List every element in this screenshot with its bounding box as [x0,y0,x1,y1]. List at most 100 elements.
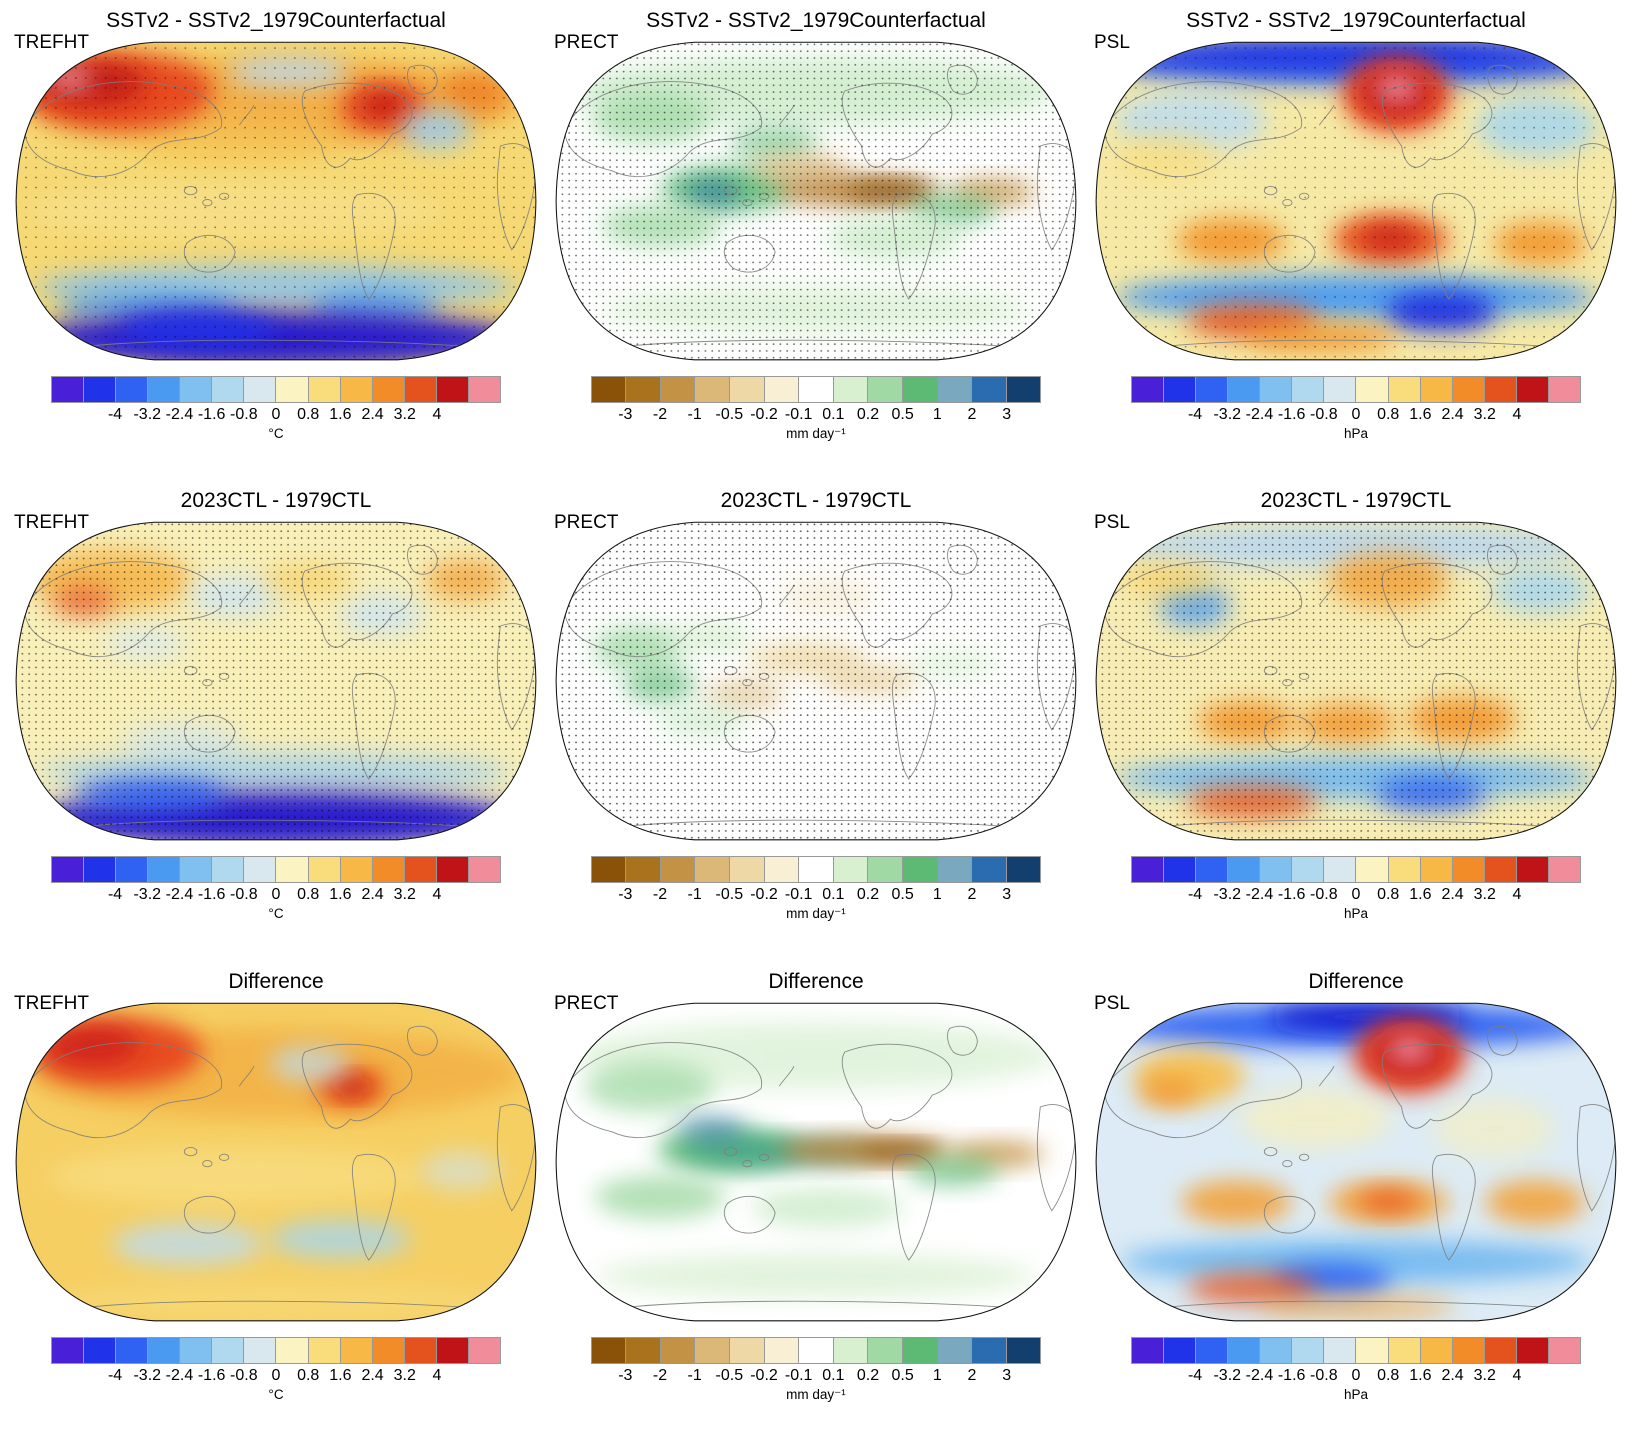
colorbar-segment [275,856,309,884]
colorbar-boxes [50,376,502,404]
colorbar-boxes [590,376,1042,404]
colorbar-ticks: -4 -3.2 -2.4 -1.6 -0.8 0 0.8 1.6 2.4 3.2 4 [1131,403,1582,425]
colorbar-segment [1483,376,1517,404]
colorbar-unit: °C [268,906,284,922]
colorbar-segment [1005,1336,1042,1364]
colorbar-tick-label: 2 [967,1366,977,1384]
colorbar-segment [1291,856,1325,884]
colorbar-tick-label: -4 [107,406,123,424]
colorbar-segment [729,856,765,884]
colorbar-tick-label: 0 [271,406,281,424]
variable-label: TREFHT [14,512,89,534]
colorbar-segment [1387,1336,1421,1364]
variable-label: PRECT [554,512,619,534]
colorbar-segment [82,856,116,884]
colorbar-segment [659,1336,696,1364]
colorbar-segment [867,1336,904,1364]
colorbar-tick-label: -4 [107,886,123,904]
colorbar-tick-label: 3.2 [393,886,416,904]
colorbar-pressure: -4 -3.2 -2.4 -1.6 -0.8 0 0.8 1.6 2.4 3.2 4 hPa [1130,856,1582,921]
colorbar-tick-label: -0.1 [784,406,813,424]
panel-title: Difference [768,969,864,993]
map-wrap: PRECT [554,32,1078,366]
panel-r2c2: 2023CTL - 1979CTL PRECT -3 -2 -1 -0.5 -0.2 -0… [546,482,1086,962]
colorbar-segment [694,376,731,404]
colorbar-tick-label: -2 [652,1366,668,1384]
colorbar-tick-label: 0 [1351,886,1361,904]
colorbar-tick-label: 0.8 [297,886,320,904]
colorbar-tick-label: -2 [652,406,668,424]
colorbar-segment [798,1336,834,1364]
colorbar-tick-label: 0.1 [822,406,845,424]
panel-title: 2023CTL - 1979CTL [720,489,912,513]
colorbar-segment [211,856,245,884]
colorbar-tick-label: -2.4 [1245,406,1274,424]
colorbar-ticks: -3 -2 -1 -0.5 -0.2 -0.1 0.1 0.2 0.5 1 2 3 [591,883,1042,905]
colorbar-tick-label: -1.6 [197,1366,226,1384]
panel-r1c1: SSTv2 - SSTv2_1979Counterfactual TREFHT … [6,2,546,482]
map-wrap: PSL [1094,32,1618,366]
map-wrap: PRECT [554,512,1078,846]
colorbar-tick-label: -0.8 [230,886,258,904]
colorbar-segment [694,856,731,884]
colorbar-tick-label: 0.8 [1377,406,1400,424]
colorbar-tick-label: 4 [1512,406,1522,424]
colorbar-segment [763,376,800,404]
colorbar-tick-label: 3 [1002,1366,1012,1384]
colorbar-segment [1194,376,1229,404]
panel-r1c2: SSTv2 - SSTv2_1979Counterfactual PRECT -… [546,2,1086,482]
panel-r3c1: Difference TREFHT -4 -3.2 -2.4 -1.6 -0.8 0 0.8… [6,963,546,1443]
colorbar-segment [1323,1336,1357,1364]
colorbar-tick-label: -1 [687,406,702,424]
colorbar-tick-label: -1 [687,886,702,904]
colorbar-segment [1419,856,1453,884]
colorbar-temperature: -4 -3.2 -2.4 -1.6 -0.8 0 0.8 1.6 2.4 3.2 4 °C [50,376,502,442]
colorbar-tick-label: -3.2 [133,886,162,904]
colorbar-segment [1162,376,1196,404]
colorbar-segment [147,1336,181,1364]
colorbar-tick-label: -3.2 [1213,886,1242,904]
colorbar-segment [371,376,405,404]
colorbar-pressure: -4 -3.2 -2.4 -1.6 -0.8 0 0.8 1.6 2.4 3.2 4 hPa [1130,376,1582,441]
colorbar-segment [307,1336,341,1364]
colorbar-boxes [1130,376,1582,404]
colorbar-unit: °C [268,426,284,442]
world-map-psl [1095,41,1617,361]
colorbar-tick-label: -0.5 [715,1366,744,1384]
colorbar-boxes [590,1336,1042,1364]
colorbar-segment [1451,856,1485,884]
colorbar-tick-label: -4 [1187,886,1203,904]
colorbar-segment [114,1336,149,1364]
colorbar-segment [468,1336,502,1364]
colorbar-segment [1227,376,1261,404]
colorbar-tick-label: 1.6 [329,1366,352,1384]
colorbar-tick-label: -0.1 [784,886,813,904]
panel-title: 2023CTL - 1979CTL [180,489,372,513]
colorbar-tick-label: -1.6 [1277,1366,1306,1384]
colorbar-tick-label: -2.4 [165,406,194,424]
colorbar-ticks: -4 -3.2 -2.4 -1.6 -0.8 0 0.8 1.6 2.4 3.2 4 [1131,883,1582,905]
colorbar-tick-label: 3 [1002,406,1012,424]
colorbar-segment [339,1336,373,1364]
colorbar-tick-label: 4 [432,886,442,904]
colorbar-unit: mm day⁻¹ [786,1386,846,1402]
colorbar-boxes [590,856,1042,884]
colorbar-segment [902,856,938,884]
colorbar-segment [436,1336,470,1364]
colorbar-segment [243,376,277,404]
colorbar-tick-label: 0.5 [891,886,914,904]
colorbar-segment [1227,856,1261,884]
colorbar-segment [832,376,869,404]
map-wrap: PSL [1094,993,1618,1327]
colorbar-segment [659,376,696,404]
colorbar-segment [902,376,938,404]
colorbar-segment [1419,376,1453,404]
colorbar-segment [867,856,904,884]
colorbar-segment [1483,1336,1517,1364]
colorbar-segment [971,376,1007,404]
colorbar-tick-label: -0.5 [715,406,744,424]
colorbar-segment [1516,856,1550,884]
colorbar-tick-label: -3.2 [1213,1366,1242,1384]
colorbar-segment [147,376,181,404]
colorbar-tick-label: 2.4 [1441,1366,1464,1384]
